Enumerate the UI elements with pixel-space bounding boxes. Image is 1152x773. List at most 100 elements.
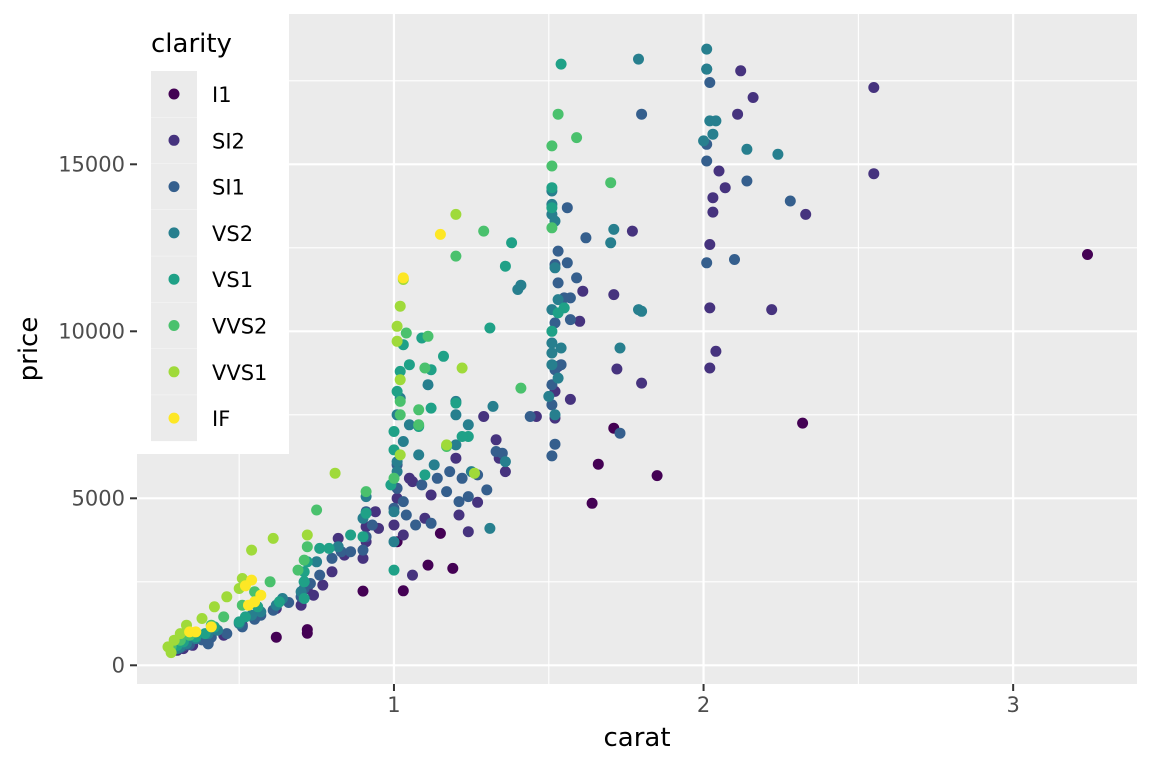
data-point [701,63,713,75]
data-point [403,359,415,371]
data-point [555,342,567,354]
data-point [425,402,437,414]
data-point [552,372,564,384]
legend-label: SI1 [212,176,245,200]
data-point [552,307,564,319]
data-point [388,506,400,518]
data-point [651,470,663,482]
data-point [704,302,716,314]
data-point [546,222,558,234]
data-point [410,519,422,531]
data-point [345,546,357,558]
data-point [407,569,418,581]
data-point [360,507,372,519]
data-point [403,419,415,431]
data-point [438,350,449,362]
data-point [484,522,496,534]
data-point [701,257,713,269]
data-point [301,529,313,541]
data-point [636,108,648,120]
data-point [444,466,456,478]
data-point [425,489,437,501]
data-point [614,342,626,354]
data-point [394,300,406,312]
data-point [549,409,561,421]
data-point [626,225,638,237]
x-axis-label: carat [603,723,670,753]
x-tick-label: 3 [1006,693,1019,717]
legend-label: I1 [212,83,232,107]
data-point [311,504,323,516]
data-point [450,208,462,220]
data-point [729,254,740,265]
data-point [469,467,480,479]
data-point [515,279,527,291]
data-point [462,419,474,431]
data-point [357,552,369,564]
data-point [732,108,744,120]
data-point [434,527,446,539]
data-point [608,223,620,235]
data-point [546,337,558,349]
data-point [397,529,409,541]
data-point [400,327,412,339]
data-point [450,409,462,421]
data-point [800,208,812,220]
legend-key-symbol [168,227,180,239]
data-point [391,335,403,347]
data-point [184,626,196,638]
data-point [366,519,378,531]
data-point [549,438,561,450]
data-point [592,458,604,470]
data-point [564,314,576,326]
data-point [292,564,304,576]
legend-key-symbol [168,273,180,285]
data-point [394,409,406,421]
data-point [571,132,583,144]
data-point [462,491,474,503]
data-point [549,262,561,274]
data-point [868,168,880,180]
data-point [456,472,468,484]
data-point [580,232,592,244]
data-point [301,627,313,639]
data-point [332,541,344,553]
data-point [496,447,508,459]
data-point [394,365,406,377]
data-point [546,202,558,214]
data-point [611,363,623,375]
data-point [369,506,381,518]
data-point [462,526,474,538]
y-tick-label: 10000 [58,319,125,343]
data-point [766,304,778,316]
data-point [552,245,564,257]
data-point [586,497,598,509]
y-tick-label: 5000 [72,486,125,510]
data-point [472,496,484,508]
data-point [747,92,759,103]
data-point [608,289,620,301]
legend-label: VS2 [212,222,253,246]
data-point [735,65,747,77]
data-point [741,175,753,187]
data-point [218,611,230,623]
data-point [397,272,409,284]
data-point [413,404,425,416]
data-point [301,541,313,553]
data-point [329,467,341,479]
legend-key-symbol [168,412,180,424]
data-point [400,509,412,521]
data-point [710,115,722,127]
x-tick-label: 2 [697,693,710,717]
data-point [270,631,282,643]
data-point [636,305,648,317]
data-point [605,177,617,189]
data-point [710,345,722,357]
data-point [450,250,462,262]
data-point [450,439,462,451]
data-point [868,82,880,93]
data-point [165,647,177,659]
data-point [478,225,490,237]
data-point [515,382,527,394]
data-point [546,399,558,411]
